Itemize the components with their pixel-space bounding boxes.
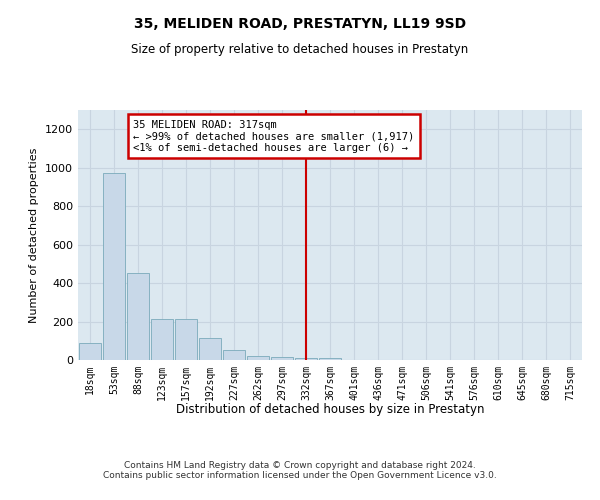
Text: Contains HM Land Registry data © Crown copyright and database right 2024.
Contai: Contains HM Land Registry data © Crown c… <box>103 460 497 480</box>
Text: 35, MELIDEN ROAD, PRESTATYN, LL19 9SD: 35, MELIDEN ROAD, PRESTATYN, LL19 9SD <box>134 18 466 32</box>
Bar <box>175 318 197 360</box>
Bar <box>79 342 101 360</box>
Bar <box>103 172 125 360</box>
Bar <box>295 358 317 360</box>
Text: 35 MELIDEN ROAD: 317sqm
← >99% of detached houses are smaller (1,917)
<1% of sem: 35 MELIDEN ROAD: 317sqm ← >99% of detach… <box>133 120 415 153</box>
Bar <box>319 358 341 360</box>
Bar <box>247 356 269 360</box>
Bar <box>151 318 173 360</box>
Bar <box>127 274 149 360</box>
Text: Distribution of detached houses by size in Prestatyn: Distribution of detached houses by size … <box>176 402 484 415</box>
Bar <box>199 338 221 360</box>
Bar <box>271 356 293 360</box>
Text: Size of property relative to detached houses in Prestatyn: Size of property relative to detached ho… <box>131 42 469 56</box>
Y-axis label: Number of detached properties: Number of detached properties <box>29 148 40 322</box>
Bar <box>223 350 245 360</box>
